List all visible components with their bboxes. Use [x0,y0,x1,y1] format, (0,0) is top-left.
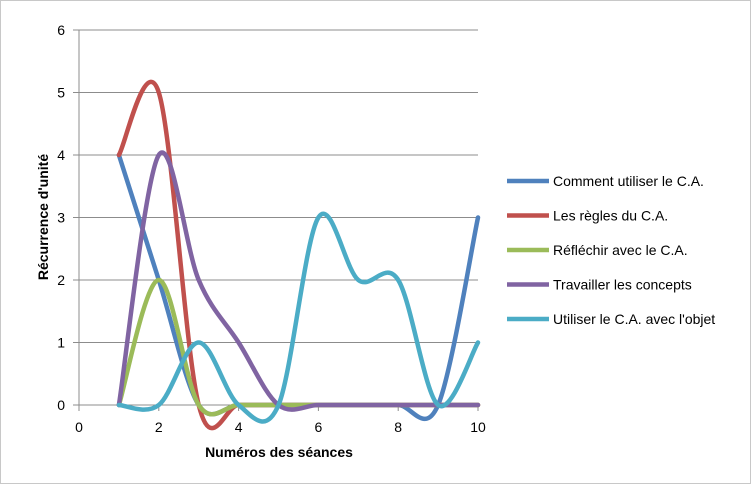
x-tick-label: 10 [470,419,486,435]
y-tick-label: 2 [57,272,65,288]
legend-label: Les règles du C.A. [553,208,668,224]
series-line-4 [116,150,481,412]
x-tick-label: 2 [155,419,163,435]
y-tick-label: 4 [57,147,65,163]
y-axis-title: Récurrence d'unité [35,154,51,280]
y-tick-label: 1 [57,335,65,351]
x-tick-label: 0 [75,419,83,435]
x-tick-label: 4 [235,419,243,435]
gridlines [79,29,478,343]
legend-label: Travailler les concepts [553,277,692,293]
y-tick-label: 3 [57,210,65,226]
x-tick-labels: 0 2 4 6 8 10 [75,419,486,435]
legend-label: Réfléchir avec le C.A. [553,242,688,258]
y-tick-label: 5 [57,85,65,101]
series-lines [116,79,481,431]
y-tick-labels: 0 1 2 3 4 5 6 [57,22,65,413]
legend: Comment utiliser le C.A. Les règles du C.… [507,173,715,327]
x-tick-label: 8 [394,419,402,435]
y-tick-label: 0 [57,397,65,413]
legend-label: Comment utiliser le C.A. [553,173,704,189]
legend-label: Utiliser le C.A. avec l'objet [553,311,715,327]
x-axis-title: Numéros des séances [205,444,353,460]
series-line-5 [116,211,481,424]
x-tick-label: 6 [315,419,323,435]
y-tick-label: 6 [57,22,65,38]
